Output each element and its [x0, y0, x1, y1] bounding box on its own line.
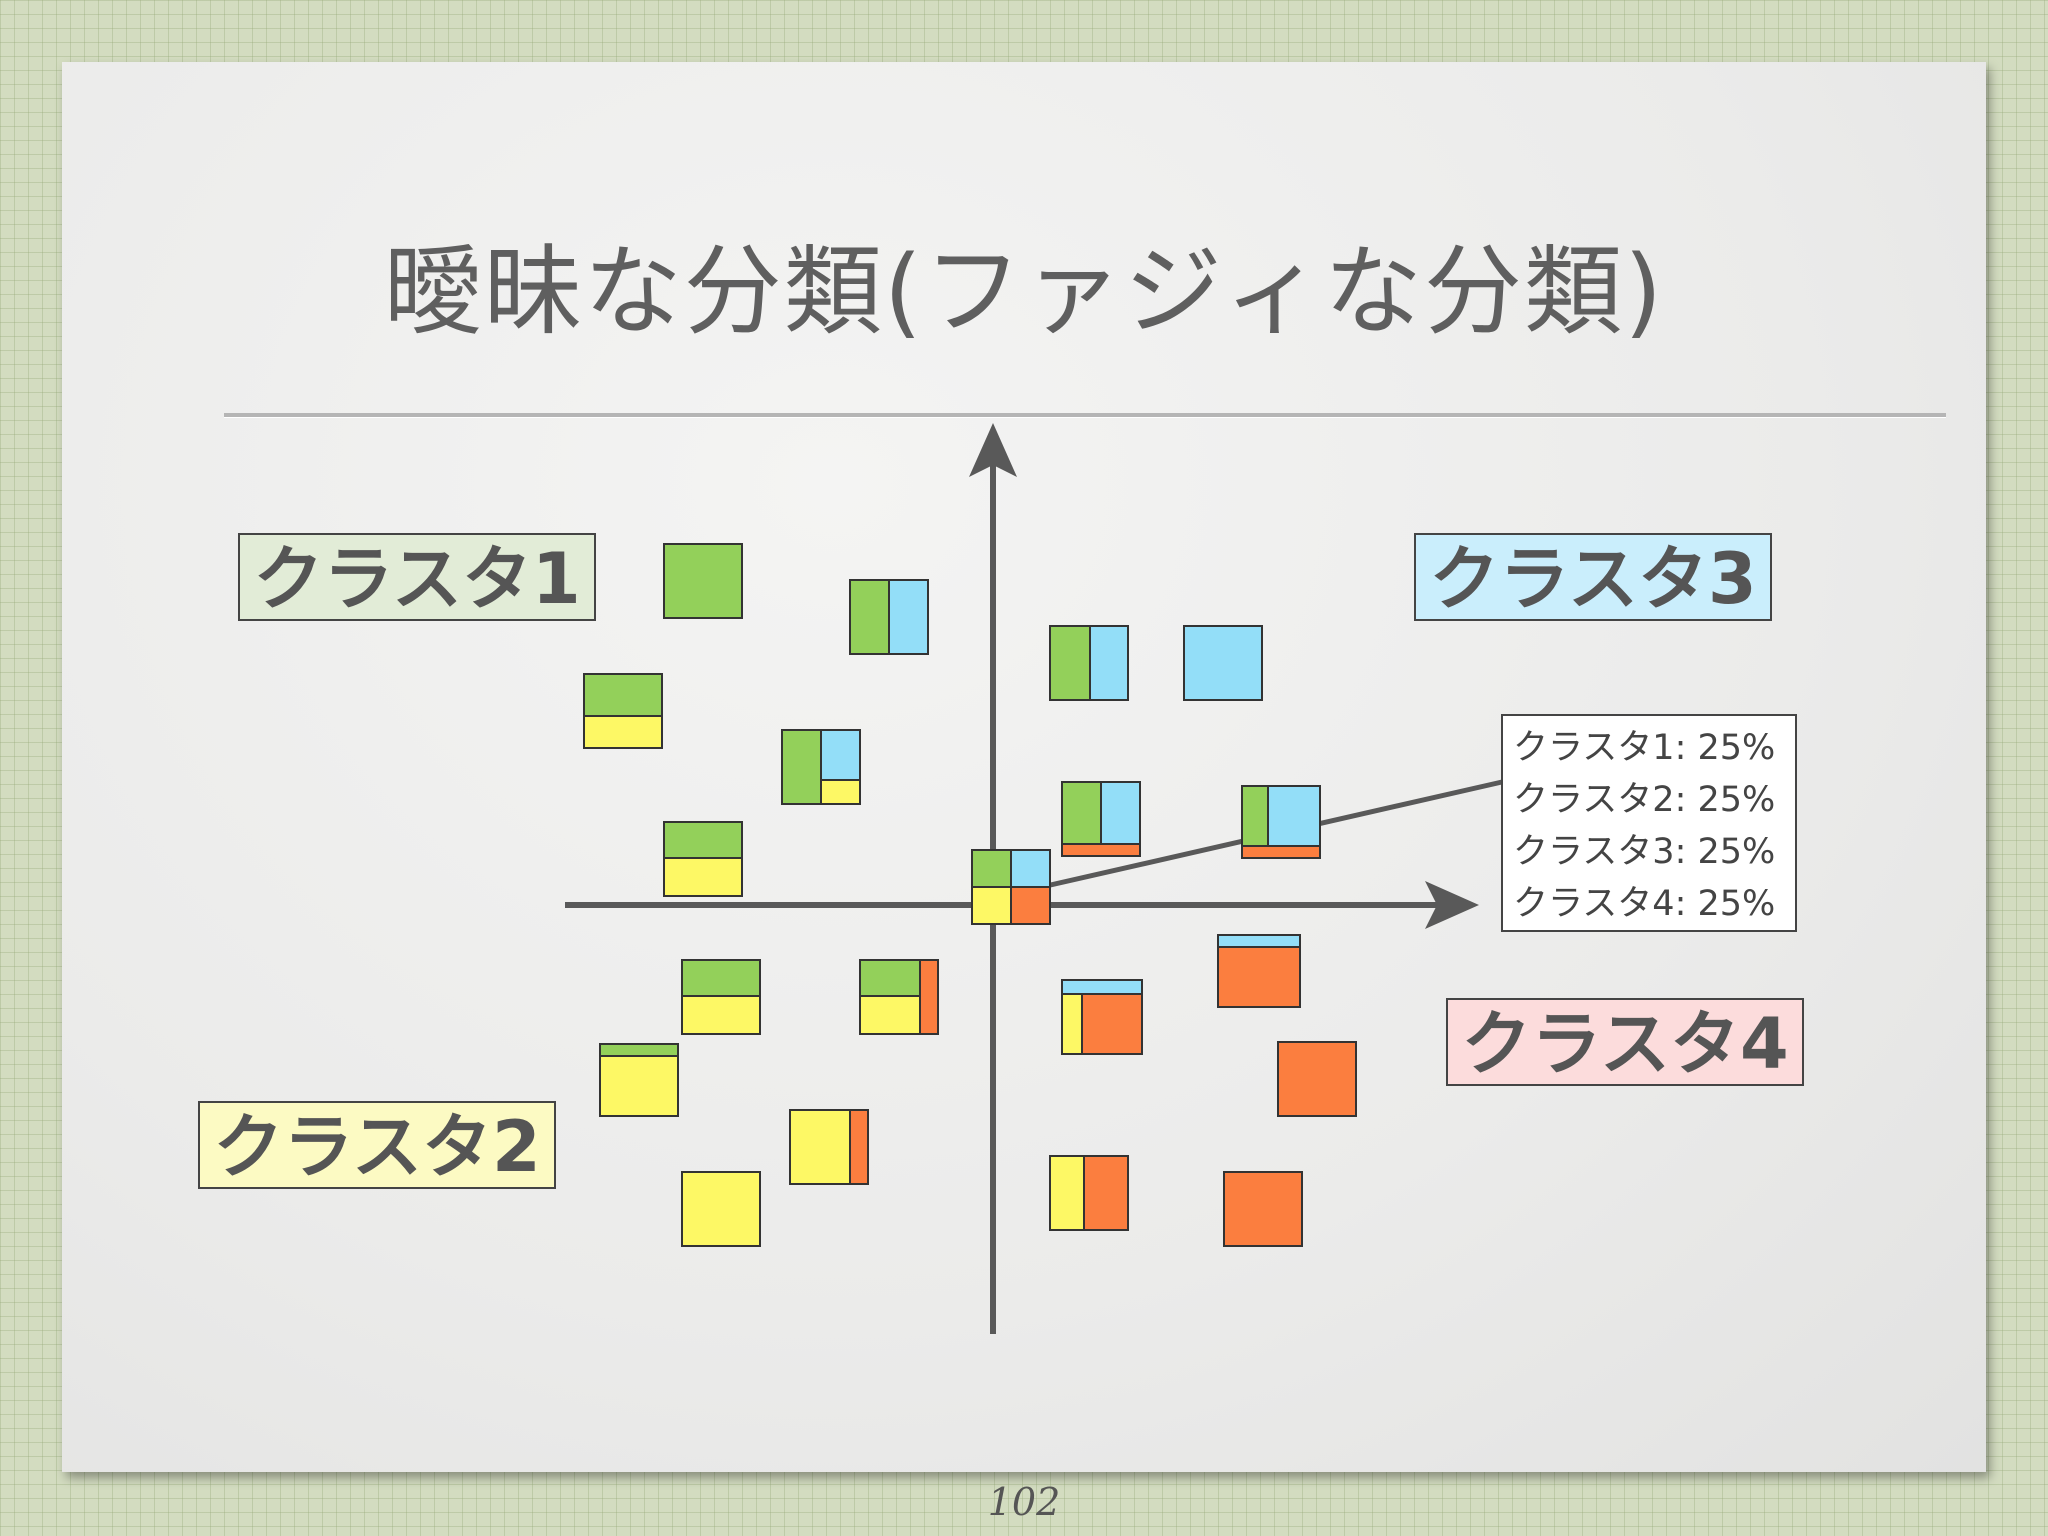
cluster-1-label: クラスタ1: [238, 533, 596, 621]
legend-item: クラスタ1: 25%: [1513, 728, 1776, 768]
legend-item: クラスタ4: 25%: [1513, 884, 1776, 924]
data-point: [1049, 1155, 1129, 1231]
data-point: [1049, 625, 1129, 701]
data-point: [1277, 1041, 1357, 1117]
data-point: [1223, 1171, 1303, 1247]
title-divider: [224, 413, 1946, 418]
data-point: [1217, 934, 1301, 1008]
cluster-4-label: クラスタ4: [1446, 998, 1804, 1086]
data-point: [781, 729, 861, 805]
membership-legend: クラスタ1: 25% クラスタ2: 25% クラスタ3: 25% クラスタ4: …: [1501, 714, 1797, 932]
data-point: [1061, 979, 1143, 1055]
page-number: 102: [987, 1480, 1061, 1524]
data-point: [1061, 781, 1141, 857]
data-point: [1183, 625, 1263, 701]
slide-title: 曖昧な分類(ファジィな分類): [383, 235, 1665, 349]
data-point: [681, 959, 761, 1035]
cluster-3-label: クラスタ3: [1414, 533, 1772, 621]
data-point: [859, 959, 939, 1035]
data-point: [849, 579, 929, 655]
data-point: [681, 1171, 761, 1247]
data-point: [599, 1043, 679, 1117]
data-point: [1241, 785, 1321, 859]
cluster-2-label: クラスタ2: [198, 1101, 556, 1189]
center-data-point: [971, 849, 1051, 925]
legend-item: クラスタ3: 25%: [1513, 832, 1776, 872]
data-point: [663, 821, 743, 897]
data-point: [789, 1109, 869, 1185]
data-point: [583, 673, 663, 749]
data-point: [663, 543, 743, 619]
legend-item: クラスタ2: 25%: [1513, 780, 1776, 820]
